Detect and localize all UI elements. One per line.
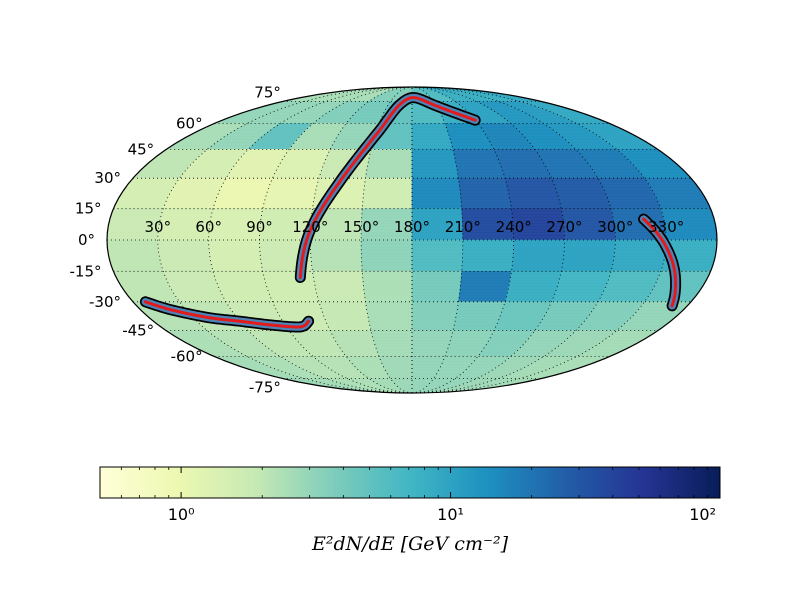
- meridian-line: [157, 87, 413, 393]
- heat-cell: [610, 239, 667, 272]
- lat-tick-label: 30°: [94, 169, 121, 187]
- meridian-line: [411, 87, 565, 393]
- colorbar-tick-label: 10¹: [437, 505, 464, 524]
- contour-core: [143, 300, 311, 329]
- contour-core: [298, 96, 477, 279]
- colorbar-label: E²dN/dE [GeV cm⁻²]: [311, 533, 509, 555]
- heat-cell: [560, 239, 616, 272]
- lat-tick-label: -15°: [70, 262, 102, 280]
- colorbar-tick-label: 10⁰: [168, 505, 195, 524]
- colorbar-gradient: [99, 466, 721, 499]
- lon-tick-label: 120°: [292, 218, 328, 236]
- lon-tick-label: 300°: [597, 218, 633, 236]
- longitude-labels: 30° 60° 90° 120° 150° 180° 210° 240° 270° 300° 330…: [145, 218, 685, 236]
- lat-tick-label: 0°: [78, 231, 95, 249]
- lon-tick-label: 150°: [343, 218, 379, 236]
- lon-tick-label: 90°: [246, 218, 273, 236]
- meridian-line: [411, 87, 464, 393]
- contour-core: [642, 217, 678, 308]
- lat-tick-label: -75°: [249, 379, 281, 397]
- lat-tick-label: 60°: [176, 114, 203, 132]
- lat-tick-label: -60°: [171, 348, 203, 366]
- lat-tick-label: -30°: [89, 293, 121, 311]
- lat-tick-label: 75°: [254, 83, 281, 101]
- lon-tick-label: 180°: [394, 218, 430, 236]
- lon-tick-label: 210°: [445, 218, 481, 236]
- lon-tick-label: 30°: [145, 218, 172, 236]
- colorbar-tick-label: 10²: [689, 505, 716, 524]
- heat-cell: [107, 239, 164, 272]
- lon-tick-label: 60°: [195, 218, 222, 236]
- meridian-line: [208, 87, 413, 393]
- colorbar-ticks: 10⁰ 10¹ 10²: [99, 467, 721, 524]
- heat-cell: [157, 239, 214, 272]
- meridian-line: [411, 87, 616, 393]
- lon-tick-label: 270°: [546, 218, 582, 236]
- heat-cell: [411, 239, 464, 272]
- sky-map: [106, 86, 718, 394]
- map-boundary: [106, 86, 718, 394]
- lon-tick-label: 330°: [648, 218, 684, 236]
- heat-cell: [208, 239, 264, 272]
- heat-cell: [360, 239, 413, 272]
- heat-cell: [461, 239, 515, 272]
- heat-cell: [511, 239, 565, 272]
- heat-cell: [309, 239, 363, 272]
- contour-bands: [139, 92, 682, 333]
- latitude-labels: 75° 60° 45° 30° 15° 0° -15° -30°-45° -60° -75°: [70, 83, 281, 396]
- lat-tick-label: -45°: [122, 322, 154, 340]
- lat-tick-label: 15°: [75, 200, 102, 218]
- meridian-line: [259, 87, 413, 393]
- lat-tick-label: 45°: [128, 140, 155, 158]
- lon-tick-label: 240°: [496, 218, 532, 236]
- colorbar: 10⁰ 10¹ 10² E²dN/dE [GeV cm⁻²]: [99, 466, 721, 555]
